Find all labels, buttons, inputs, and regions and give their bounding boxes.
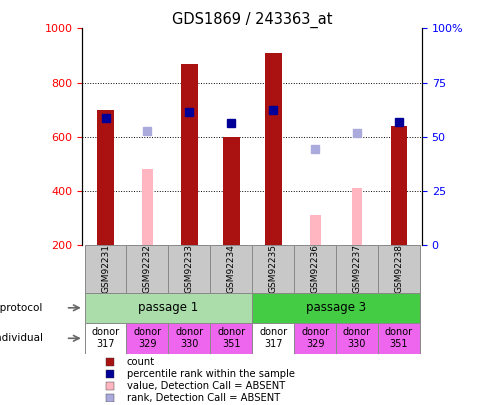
Text: donor
317: donor 317 bbox=[258, 328, 287, 349]
Bar bbox=[351, 188, 362, 245]
Bar bbox=[293, 245, 335, 292]
Bar bbox=[181, 64, 197, 245]
Bar bbox=[390, 126, 407, 245]
Text: GSM92237: GSM92237 bbox=[352, 244, 361, 293]
Text: donor
330: donor 330 bbox=[175, 328, 203, 349]
Bar bbox=[377, 245, 419, 292]
Text: GSM92233: GSM92233 bbox=[184, 244, 194, 293]
Text: donor
329: donor 329 bbox=[301, 328, 329, 349]
Bar bbox=[126, 323, 168, 354]
Bar bbox=[223, 137, 239, 245]
Bar bbox=[293, 323, 335, 354]
Bar bbox=[84, 292, 252, 323]
Bar bbox=[252, 323, 293, 354]
Bar bbox=[335, 245, 377, 292]
Text: GSM92234: GSM92234 bbox=[227, 244, 235, 293]
Bar bbox=[168, 245, 210, 292]
Text: GSM92232: GSM92232 bbox=[143, 244, 151, 293]
Text: rank, Detection Call = ABSENT: rank, Detection Call = ABSENT bbox=[126, 392, 279, 403]
Text: donor
317: donor 317 bbox=[91, 328, 120, 349]
Bar bbox=[377, 323, 419, 354]
Bar bbox=[210, 245, 252, 292]
Text: donor
330: donor 330 bbox=[342, 328, 370, 349]
Bar bbox=[126, 245, 168, 292]
Bar bbox=[168, 323, 210, 354]
Text: GSM92231: GSM92231 bbox=[101, 244, 110, 293]
Text: GSM92236: GSM92236 bbox=[310, 244, 319, 293]
Text: count: count bbox=[126, 357, 154, 367]
Text: donor
351: donor 351 bbox=[384, 328, 412, 349]
Text: value, Detection Call = ABSENT: value, Detection Call = ABSENT bbox=[126, 381, 284, 391]
Text: passage 1: passage 1 bbox=[138, 301, 198, 314]
Text: percentile rank within the sample: percentile rank within the sample bbox=[126, 369, 294, 379]
Bar bbox=[335, 323, 377, 354]
Text: growth protocol: growth protocol bbox=[0, 303, 43, 313]
Bar bbox=[97, 110, 114, 245]
Bar bbox=[264, 53, 281, 245]
Text: GSM92235: GSM92235 bbox=[268, 244, 277, 293]
Bar bbox=[84, 245, 126, 292]
Bar bbox=[309, 215, 320, 245]
Bar bbox=[210, 323, 252, 354]
Text: individual: individual bbox=[0, 333, 43, 343]
Text: donor
329: donor 329 bbox=[133, 328, 161, 349]
Bar bbox=[252, 245, 293, 292]
Text: donor
351: donor 351 bbox=[217, 328, 245, 349]
Title: GDS1869 / 243363_at: GDS1869 / 243363_at bbox=[172, 12, 332, 28]
Bar bbox=[142, 169, 152, 245]
Text: GSM92238: GSM92238 bbox=[393, 244, 403, 293]
Bar bbox=[252, 292, 419, 323]
Text: passage 3: passage 3 bbox=[305, 301, 365, 314]
Bar bbox=[84, 323, 126, 354]
